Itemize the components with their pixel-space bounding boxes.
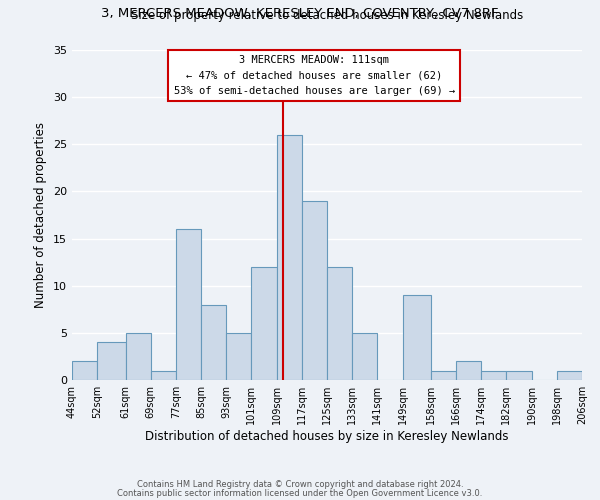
Bar <box>456 361 481 380</box>
Bar <box>302 201 327 380</box>
Bar <box>352 333 377 380</box>
Bar <box>251 267 277 380</box>
Bar <box>72 361 97 380</box>
Bar <box>557 370 582 380</box>
Bar <box>226 333 251 380</box>
Text: 3, MERCERS MEADOW, KERESLEY END, COVENTRY, CV7 8RF: 3, MERCERS MEADOW, KERESLEY END, COVENTR… <box>101 8 499 20</box>
Text: Contains public sector information licensed under the Open Government Licence v3: Contains public sector information licen… <box>118 488 482 498</box>
Text: Contains HM Land Registry data © Crown copyright and database right 2024.: Contains HM Land Registry data © Crown c… <box>137 480 463 489</box>
Bar <box>327 267 352 380</box>
Bar <box>97 342 125 380</box>
Bar <box>277 135 302 380</box>
Bar <box>201 304 226 380</box>
Bar <box>431 370 456 380</box>
Title: Size of property relative to detached houses in Keresley Newlands: Size of property relative to detached ho… <box>131 10 523 22</box>
X-axis label: Distribution of detached houses by size in Keresley Newlands: Distribution of detached houses by size … <box>145 430 509 443</box>
Text: 3 MERCERS MEADOW: 111sqm
← 47% of detached houses are smaller (62)
53% of semi-d: 3 MERCERS MEADOW: 111sqm ← 47% of detach… <box>173 55 455 96</box>
Bar <box>506 370 532 380</box>
Bar <box>151 370 176 380</box>
Bar <box>125 333 151 380</box>
Bar <box>403 295 431 380</box>
Bar <box>176 229 201 380</box>
Y-axis label: Number of detached properties: Number of detached properties <box>34 122 47 308</box>
Bar <box>481 370 506 380</box>
